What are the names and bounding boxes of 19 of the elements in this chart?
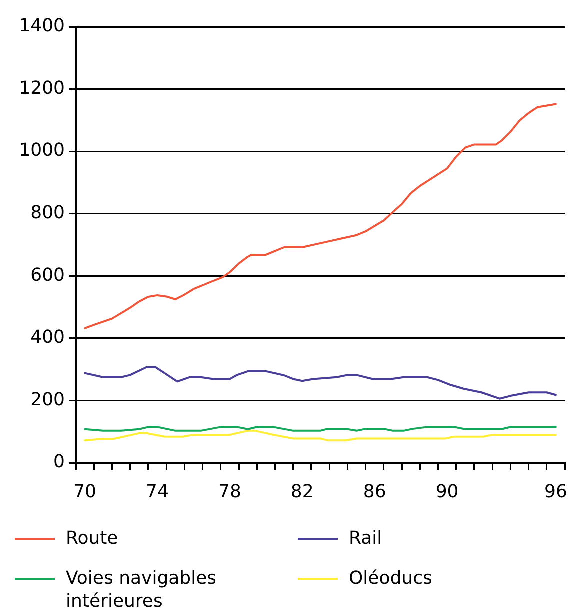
- legend-label: Oléoducs: [349, 567, 434, 590]
- y-tick-label: 1000: [19, 140, 65, 162]
- x-tick-label: 82: [290, 481, 314, 502]
- x-tick-label: 70: [74, 481, 97, 502]
- legend-label: Route: [66, 527, 120, 550]
- y-tick-label: 200: [30, 389, 65, 410]
- y-tick-label: 1400: [19, 16, 65, 37]
- x-tick-label: 90: [436, 481, 459, 502]
- x-tick-label: 78: [218, 481, 242, 502]
- x-tick-label: 74: [146, 481, 169, 502]
- y-tick-label: 600: [30, 264, 65, 286]
- legend-label: Rail: [349, 527, 384, 550]
- y-tick-label: 800: [30, 202, 65, 224]
- y-tick-label: 400: [30, 327, 65, 348]
- legend-label: Voies navigables intérieures: [66, 567, 218, 613]
- y-tick-label: 1200: [19, 78, 65, 99]
- x-tick-label: 86: [363, 481, 386, 502]
- x-tick-label: 96: [544, 481, 568, 502]
- y-tick-label: 0: [54, 452, 65, 473]
